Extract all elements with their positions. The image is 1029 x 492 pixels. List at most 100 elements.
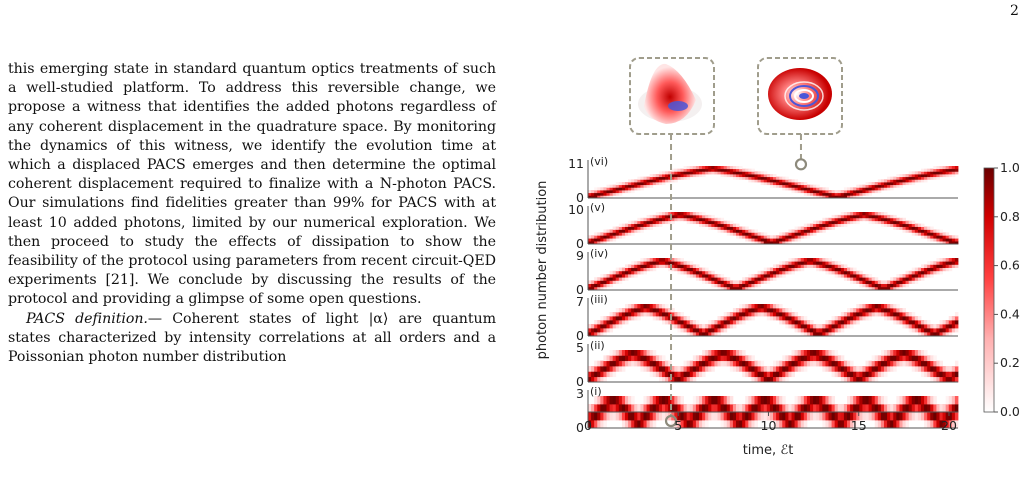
heatmap-cell: [736, 166, 740, 170]
heatmap-cell: [652, 182, 657, 186]
heatmap-cell: [908, 328, 913, 333]
heatmap-cell: [683, 376, 688, 383]
heatmap-cell: [606, 324, 610, 329]
heatmap-cell: [880, 366, 885, 372]
heatmap-cell: [884, 283, 888, 288]
heatmap-cell: [822, 264, 826, 268]
heatmap-cell: [840, 223, 845, 227]
heatmap-cell: [773, 312, 777, 317]
heatmap-cell: [791, 320, 795, 325]
heatmap-cell: [677, 171, 681, 175]
heatmap-cell: [655, 182, 660, 186]
heatmap-cell: [631, 270, 635, 275]
heatmap-cell: [597, 241, 601, 245]
heatmap-cell: [674, 176, 678, 180]
heatmap-cell: [615, 226, 620, 230]
heatmap-cell: [930, 226, 934, 230]
heatmap-cell: [732, 283, 737, 288]
heatmap-cell: [776, 366, 780, 372]
heatmap-cell: [674, 412, 678, 421]
heatmap-cell: [588, 324, 592, 329]
heatmap-cell: [908, 396, 913, 405]
heatmap-cell: [609, 316, 614, 321]
heatmap-cell: [868, 360, 873, 367]
heatmap-cell: [890, 316, 894, 321]
heatmap-cell: [843, 420, 848, 429]
heatmap-cell: [942, 320, 947, 325]
heatmap-cell: [880, 223, 885, 227]
heatmap-cell: [680, 312, 684, 317]
heatmap-cell: [948, 267, 953, 272]
heatmap-cell: [948, 171, 953, 175]
heatmap-cell: [646, 261, 651, 265]
heatmap-cell: [615, 270, 620, 275]
heatmap-cell: [856, 280, 860, 284]
heatmap-cell: [791, 366, 795, 372]
heatmap-cell: [662, 258, 666, 262]
heatmap-cell: [658, 396, 663, 405]
heatmap-cell: [954, 328, 959, 333]
heatmap-cell: [840, 267, 845, 272]
heatmap-cell: [766, 174, 771, 178]
heatmap-cell: [936, 371, 940, 378]
time-marker-circle: [794, 158, 808, 171]
heatmap-cell: [785, 235, 789, 239]
heatmap-cell: [819, 355, 823, 362]
heatmap-cell: [791, 267, 795, 272]
heatmap-cell: [705, 324, 709, 329]
heatmap-cell: [874, 371, 879, 378]
heatmap-cell: [760, 376, 765, 383]
heatmap-cell: [745, 229, 749, 233]
heatmap-cell: [625, 312, 629, 317]
heatmap-cell: [819, 190, 823, 194]
heatmap-cell: [831, 316, 836, 321]
heatmap-cell: [763, 171, 768, 175]
heatmap-cell: [674, 214, 678, 219]
heatmap-cell: [927, 226, 931, 230]
heatmap-cell: [689, 332, 694, 337]
heatmap-cell: [951, 324, 956, 329]
heatmap-cell: [766, 238, 771, 242]
heatmap-cell: [646, 360, 651, 367]
heatmap-cell: [788, 312, 792, 317]
heatmap-cell: [877, 212, 882, 216]
heatmap-cell: [671, 404, 675, 413]
heatmap-cell: [917, 396, 922, 405]
heatmap-cell: [631, 187, 635, 191]
heatmap-cell: [699, 420, 703, 429]
heatmap-cell: [825, 332, 829, 337]
heatmap-cell: [825, 192, 829, 196]
heatmap-cell: [621, 223, 626, 227]
heatmap-cell: [649, 420, 654, 429]
heatmap-cell: [628, 190, 632, 194]
heatmap-cell: [794, 360, 799, 367]
heatmap-cell: [927, 176, 931, 180]
x-tick-label: 10: [761, 418, 777, 433]
heatmap-cell: [797, 235, 802, 239]
heatmap-cell: [677, 258, 681, 262]
heatmap-cell: [893, 350, 897, 356]
heatmap-cell: [763, 280, 768, 284]
heatmap-cell: [936, 238, 940, 242]
heatmap-cell: [782, 235, 786, 239]
heatmap-cell: [662, 174, 666, 178]
heatmap-cell: [954, 235, 959, 239]
heatmap-cell: [782, 261, 786, 265]
heatmap-cell: [776, 270, 780, 275]
heatmap-cell: [850, 396, 854, 405]
heatmap-cell: [921, 179, 925, 183]
heatmap-cell: [899, 412, 903, 421]
heatmap-cell: [822, 192, 826, 196]
heatmap-cell: [911, 232, 916, 236]
heatmap-cell: [628, 316, 632, 321]
heatmap-cell: [686, 174, 691, 178]
heatmap-cell: [800, 355, 805, 362]
heatmap-cell: [618, 223, 623, 227]
heatmap-cell: [705, 223, 709, 227]
heatmap-cell: [831, 192, 836, 196]
heatmap-cell: [825, 195, 829, 199]
heatmap-cell: [658, 176, 663, 180]
heatmap-cell: [594, 320, 598, 325]
heatmap-cell: [621, 366, 626, 372]
heatmap-cell: [813, 187, 817, 191]
